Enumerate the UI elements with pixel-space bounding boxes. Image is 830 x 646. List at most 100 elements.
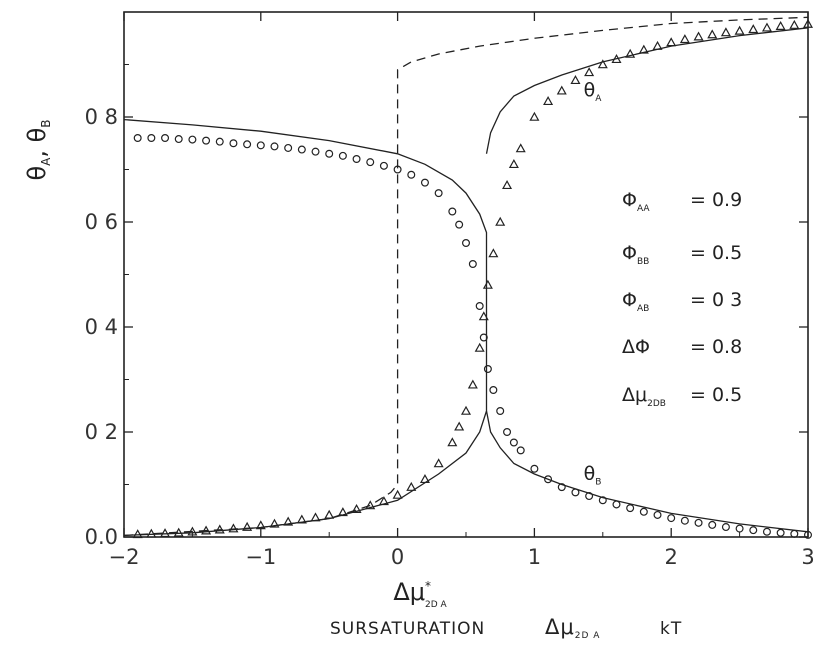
triangle-point [173,527,184,537]
parameter-symbol: Δμ [622,384,647,406]
x-axis-caption: SURSATURATION Δμ2D A kT [330,615,682,643]
circle-point [133,134,142,143]
x-tick-label: 3 [801,545,814,569]
circle-point [762,527,771,536]
circle-point [598,496,607,505]
x-axis-symbol: Δμ* 2D A [393,578,447,610]
circle-point [735,524,744,533]
circle-point [243,140,252,149]
triangle-point [543,96,554,106]
triangle-point [529,111,540,121]
parameter-value: = 0.5 [690,384,742,406]
triangle-point [460,405,472,415]
parameter-value: = 0.9 [690,189,742,211]
circle-point [571,488,580,497]
y-tick-label: 0 2 [85,420,118,444]
circle-point [585,492,594,501]
triangle-point [310,512,321,522]
triangle-point [337,507,348,517]
triangle-point [296,514,307,524]
triangle-point [283,516,294,526]
x-tick-label: 2 [665,545,678,569]
circle-point [161,134,170,143]
triangle-point [488,248,499,258]
y-label-separator: , [23,142,51,157]
y-tick-label: 0 4 [85,315,118,339]
triangle-point [761,22,772,32]
circle-point [448,207,457,216]
triangle-point [495,216,506,226]
circle-point [516,446,525,455]
series-layer [123,16,814,539]
y-label-sub-a: A [39,157,53,166]
y-tick-label: 0.0 [85,525,118,549]
circle-point [352,155,361,164]
circle-point [215,137,224,146]
triangle-point [324,509,335,519]
circle-point [557,483,566,492]
triangle-point [351,503,362,513]
triangle-point [269,518,280,528]
triangle-point [447,437,458,447]
triangle-point [378,496,389,506]
x-symbol-main: Δμ [393,578,425,606]
parameter-symbol: Φ [622,242,637,264]
circle-point [544,475,553,484]
parameter-symbol: ΔΦ [622,336,650,358]
triangle-point [666,37,677,47]
triangle-point [419,474,430,484]
y-axis-label: θA, θB [23,119,53,180]
parameter-block: Φ AA = 0.9 ΦBB = 0.5 ΦAB = 0 3 ΔΦ = 0.8 Δμ2DB = 0.… [622,189,742,409]
triangle-point [693,31,704,41]
triangle-point [433,458,444,468]
triangle-point [474,342,485,352]
triangle-point [406,481,417,491]
x-tick-label: −1 [245,545,276,569]
y-tick-label: 0 8 [85,105,118,129]
curve-label-sub: B [595,477,601,487]
triangle-point [502,180,513,190]
caption-word: SURSATURATION [330,619,485,639]
circle-point [174,135,183,144]
circle-point [366,158,375,167]
parameter-row: ΦAB = 0 3 [622,289,742,314]
triangle-point [584,67,595,77]
triangle-point [734,25,745,35]
curve-label-symbol: θ [584,462,596,484]
triangle-point [467,379,478,389]
circle-point [256,141,265,150]
plot-frame [123,11,809,538]
x-symbol-sub: 2D A [425,600,448,610]
x-symbol-sup: * [425,579,431,593]
curve-label: θB [584,462,602,487]
parameter-row: ΦBB = 0.5 [622,242,742,267]
curve-label-symbol: θ [584,79,596,101]
triangle-point [478,311,489,321]
circle-point [229,139,238,148]
caption-unit: kT [660,619,682,639]
dashed-curve [123,16,809,537]
y-label-theta-a: θ [23,166,51,181]
parameter-value: = 0 3 [690,289,742,311]
parameter-row: ΔΦ = 0.8 [622,336,742,358]
parameter-row: ΦAA = 0.9 [622,189,742,214]
triangle-point [625,48,636,58]
circle-point [284,143,293,152]
circle-point [680,516,689,525]
x-tick-label: 0 [391,545,404,569]
circle-point [653,510,662,519]
circle-point [776,528,785,537]
triangle-point [482,279,493,289]
axes-layer: −2 −1 0 1 2 3 0.0 0 2 0 4 0 6 0 8 [85,11,815,569]
circle-point [338,151,347,160]
circle-point [420,178,429,187]
parameter-sub: AA [637,204,650,214]
circle-point [475,302,484,311]
parameter-row: Δμ2DB = 0.5 [622,384,742,409]
circle-point [612,500,621,509]
circle-point [393,165,402,174]
solid-curve [485,410,809,533]
triangle-point [454,421,465,431]
triangle-point [365,500,376,510]
